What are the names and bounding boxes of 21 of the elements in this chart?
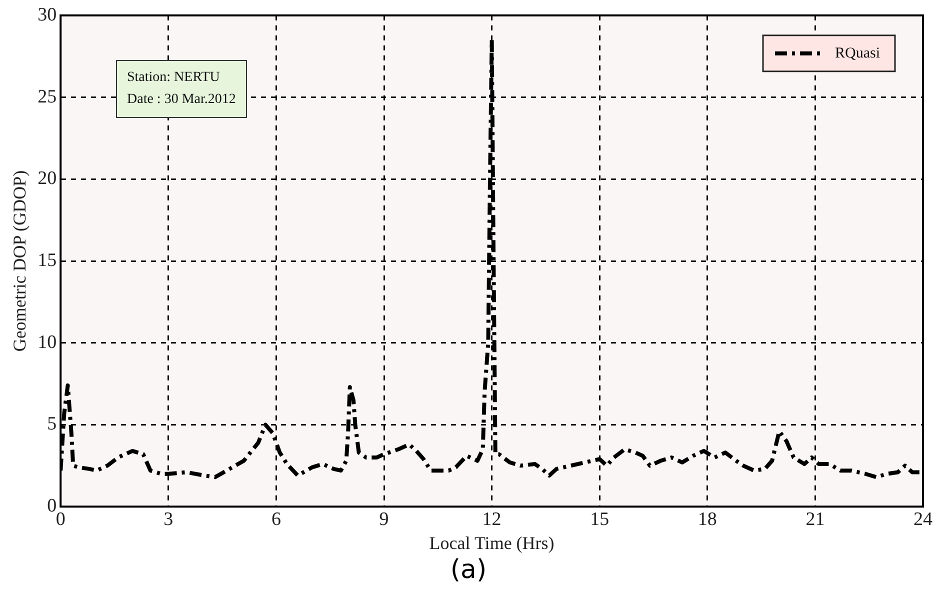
text: (a) — [449, 555, 488, 585]
y-tick-label: 20 — [38, 168, 57, 190]
y-tick-label: 5 — [47, 414, 57, 435]
y-tick-label: 30 — [38, 4, 57, 26]
x-tick-label: 24 — [914, 508, 933, 530]
x-axis-title: Local Time (Hrs) — [429, 532, 554, 553]
x-tick-label: 21 — [806, 508, 825, 530]
y-tick-label: 25 — [38, 86, 57, 108]
annotation: Station: NERTU — [127, 69, 221, 87]
x-tick-label: 6 — [271, 508, 281, 530]
annotation: Date : 30 Mar.2012 — [127, 91, 236, 109]
y-axis-title: Geometric DOP (GDOP) — [10, 170, 30, 352]
x-tick-label: 9 — [379, 508, 389, 530]
x-tick-label: 12 — [482, 508, 502, 530]
x-tick-label: 15 — [590, 508, 610, 530]
y-tick-label: 0 — [47, 496, 57, 517]
y-tick-label: 15 — [38, 250, 57, 271]
x-tick-label: 3 — [164, 508, 174, 530]
legend-label: RQuasi — [835, 45, 880, 62]
y-tick-label: 10 — [38, 332, 57, 353]
x-tick-label: 18 — [698, 508, 717, 530]
